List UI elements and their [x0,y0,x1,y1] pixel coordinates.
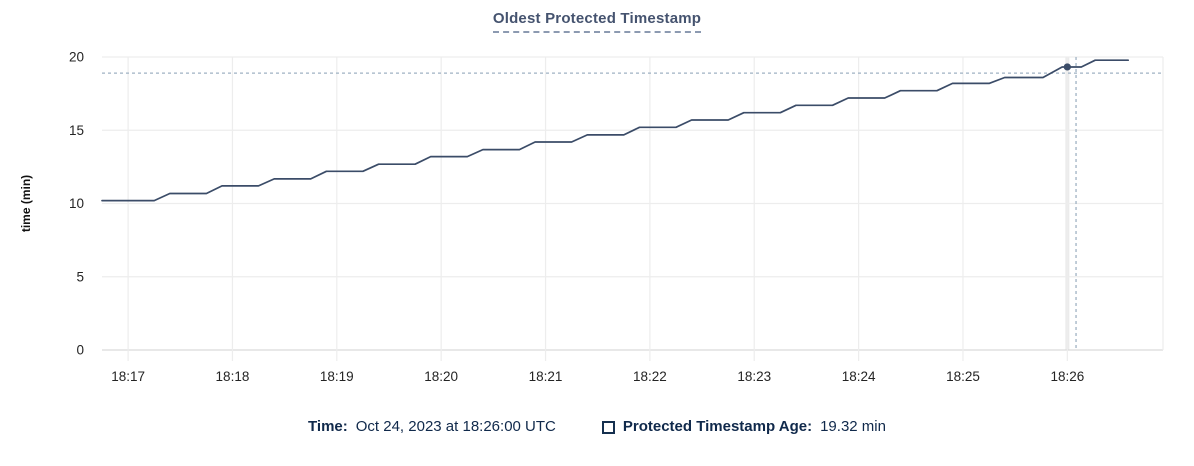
crosshair [102,57,1163,350]
svg-text:20: 20 [69,50,84,65]
svg-text:18:20: 18:20 [424,369,458,384]
svg-text:18:19: 18:19 [320,369,354,384]
svg-text:18:24: 18:24 [842,369,876,384]
y-tick-labels: 0 5 10 15 20 [69,50,84,358]
hover-time-value: Oct 24, 2023 at 18:26:00 UTC [355,418,556,435]
hover-legend: Time: Oct 24, 2023 at 18:26:00 UTC Prote… [0,417,1194,437]
svg-text:0: 0 [76,343,84,358]
hover-point[interactable] [1063,63,1071,71]
svg-text:18:25: 18:25 [946,369,980,384]
chart-title: Oldest Protected Timestamp [492,10,702,33]
svg-text:18:21: 18:21 [529,369,563,384]
svg-text:15: 15 [69,123,84,138]
series-line [101,59,1130,202]
svg-text:18:26: 18:26 [1050,369,1084,384]
x-tick-labels: 18:17 18:18 18:19 18:20 18:21 18:22 18:23 18:24… [111,369,1084,384]
svg-text:18:23: 18:23 [737,369,771,384]
svg-text:time (min): time (min) [19,175,33,232]
checkbox-square-icon [601,420,615,434]
hover-time-label: Time: [308,418,348,435]
svg-text:10: 10 [69,196,84,211]
chart-title-row: Oldest Protected Timestamp [0,10,1194,33]
svg-text:18:17: 18:17 [111,369,145,384]
svg-text:18:22: 18:22 [633,369,667,384]
legend-item-protected-timestamp-age[interactable]: Protected Timestamp Age: 19.32 min [601,417,886,437]
hover-time: Time: Oct 24, 2023 at 18:26:00 UTC [308,417,556,437]
y-axis-title: time (min) [19,175,33,232]
svg-text:18:18: 18:18 [216,369,250,384]
svg-text:5: 5 [76,269,84,284]
series-label: Protected Timestamp Age: [622,418,813,435]
series-value: 19.32 min [820,418,886,435]
y-gridlines [102,56,1163,351]
x-gridlines [127,57,1164,361]
